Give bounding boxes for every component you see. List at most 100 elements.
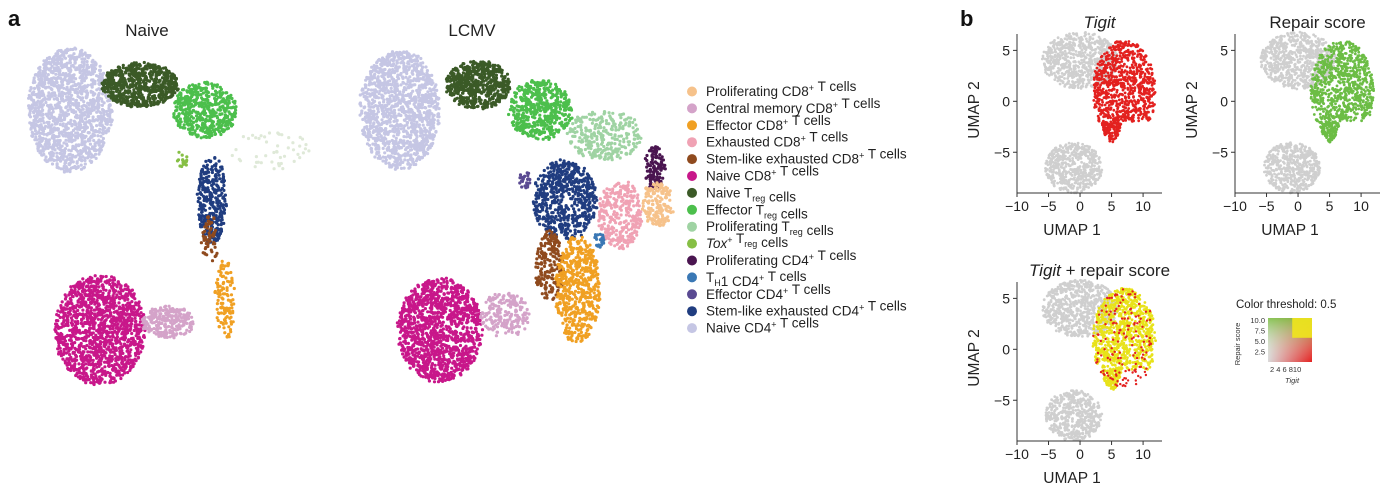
legend-item: Effector Treg cells [687, 202, 808, 221]
legend-label: Proliferating CD8+ T cells [706, 79, 857, 99]
y-tick-label: −5 [994, 144, 1010, 160]
highlighted-cells [1309, 40, 1375, 144]
legend-item: Proliferating Treg cells [687, 219, 834, 238]
cluster-prolif-treg [565, 110, 643, 162]
panel-b-label: b [960, 6, 973, 31]
legend-swatch [687, 323, 697, 334]
highlighted-cells [1092, 40, 1157, 144]
cluster-cm-cd8 [479, 291, 531, 338]
cluster-effector-cd8 [554, 235, 602, 344]
x-tick-label: 5 [1326, 198, 1334, 214]
legend-swatch [687, 272, 697, 283]
x-tick-label: 0 [1294, 198, 1302, 214]
x-tick-label: −5 [1259, 198, 1275, 214]
color-key-ytick: 10.0 [1250, 316, 1265, 325]
color-key-ylabel: Repair score [1233, 323, 1242, 366]
y-tick-label: 0 [1002, 93, 1010, 109]
cluster-effector-treg [172, 80, 238, 140]
y-tick-label: 0 [1220, 93, 1228, 109]
cluster-prolif-cd8 [640, 181, 675, 228]
legend-label: Tox+ Treg cells [706, 231, 788, 251]
legend-item: Proliferating CD4+ T cells [687, 248, 857, 268]
color-threshold-label: Color threshold: 0.5 [1236, 299, 1336, 311]
color-key-ytick: 5.0 [1255, 337, 1265, 346]
x-tick-label: 5 [1108, 198, 1116, 214]
cluster-effector-treg [507, 79, 574, 141]
legend-label: Effector Treg cells [706, 202, 808, 221]
subplot-title: Tigit + repair score [1029, 261, 1170, 280]
legend-item: Effector CD4+ T cells [687, 282, 831, 302]
legend-label: Naive CD8+ T cells [706, 164, 819, 184]
y-axis-label: UMAP 2 [1184, 81, 1201, 138]
cluster-tox-treg [175, 150, 189, 169]
legend-item: Naive CD8+ T cells [687, 164, 819, 184]
color-key-ytick: 7.5 [1255, 327, 1265, 336]
legend-item: Effector CD8+ T cells [687, 113, 831, 133]
x-tick-label: 10 [1135, 446, 1151, 462]
legend-label: Effector CD4+ T cells [706, 282, 831, 302]
cluster-naive-cd8 [53, 274, 148, 387]
legend-swatch [687, 306, 697, 317]
lcmv-umap-scatter [358, 50, 675, 384]
cluster-prolif-cd4 [643, 145, 667, 190]
legend-item: Tox+ Treg cells [687, 231, 788, 251]
background-cells [1041, 278, 1119, 442]
umap-subplot: Repair score −10 −5 0 5 10 5 0 −5 UMAP 1 UMAP 2 [1184, 13, 1380, 239]
x-tick-label: 0 [1076, 198, 1084, 214]
legend-item: Stem-like exhausted CD4+ T cells [687, 299, 907, 319]
legend-item: Proliferating CD8+ T cells [687, 79, 857, 99]
legend-swatch [687, 103, 697, 114]
umap-subplot: Tigit + repair score −10 −5 0 5 10 5 0 −5 UMAP 1 U… [966, 261, 1170, 484]
x-tick-label: −10 [1005, 198, 1029, 214]
naive-title: Naive [125, 21, 168, 40]
x-tick-label: 10 [1353, 198, 1369, 214]
legend-label: Naive CD4+ T cells [706, 316, 819, 336]
legend-label: Proliferating CD4+ T cells [706, 248, 857, 268]
cluster-exhausted-cd8 [597, 180, 644, 251]
cluster-naive-cd8 [395, 276, 485, 384]
cluster-cm-cd8 [140, 304, 195, 340]
legend-swatch [687, 86, 697, 97]
x-tick-label: −10 [1223, 198, 1247, 214]
cluster-naive-treg [100, 60, 180, 109]
highlighted-cells [1091, 287, 1157, 391]
legend-label: Naive Treg cells [706, 185, 796, 204]
color-threshold-key: Color threshold: 0.5 10.0 7.55.0 2.5 2 4 6 … [1233, 299, 1336, 385]
legend-swatch [687, 120, 697, 131]
cluster-effector-cd4 [518, 171, 532, 190]
cluster-th1-cd4 [593, 232, 606, 249]
x-tick-label: 0 [1076, 446, 1084, 462]
legend-label: Effector CD8+ T cells [706, 113, 831, 133]
cluster-naive-cd4 [358, 50, 441, 171]
legend-swatch [687, 171, 697, 181]
x-tick-label: 5 [1108, 446, 1116, 462]
y-tick-label: 5 [1002, 42, 1010, 58]
legend-label: Exhausted CD8+ T cells [706, 130, 848, 150]
x-axis-label: UMAP 1 [1043, 222, 1100, 239]
legend-item: Naive CD4+ T cells [687, 316, 819, 336]
cluster-naive-cd4 [27, 46, 114, 174]
highlighted-cells-red [1092, 288, 1153, 388]
legend-swatch [687, 289, 697, 300]
legend-swatch [687, 137, 697, 148]
cluster-naive-treg [444, 59, 512, 111]
y-tick-label: 5 [1002, 290, 1010, 306]
legend-item: TH1 CD4+ T cells [687, 269, 807, 289]
y-tick-label: 5 [1220, 42, 1228, 58]
legend-swatch [687, 221, 697, 232]
x-tick-label: −5 [1041, 446, 1057, 462]
cluster-stem-cd8 [199, 215, 219, 263]
cluster-effector-cd8 [213, 259, 236, 339]
legend-label: TH1 CD4+ T cells [706, 269, 807, 289]
cluster-stem-cd4 [531, 158, 599, 242]
color-key-ytick: 2.5 [1255, 348, 1265, 357]
legend-label: Stem-like exhausted CD8+ T cells [706, 147, 907, 167]
legend-swatch [687, 255, 697, 266]
legend-swatch [687, 187, 697, 198]
cluster-stem-cd4 [195, 156, 228, 244]
x-axis-label: UMAP 1 [1261, 222, 1318, 239]
legend-item: Naive Treg cells [687, 185, 796, 204]
